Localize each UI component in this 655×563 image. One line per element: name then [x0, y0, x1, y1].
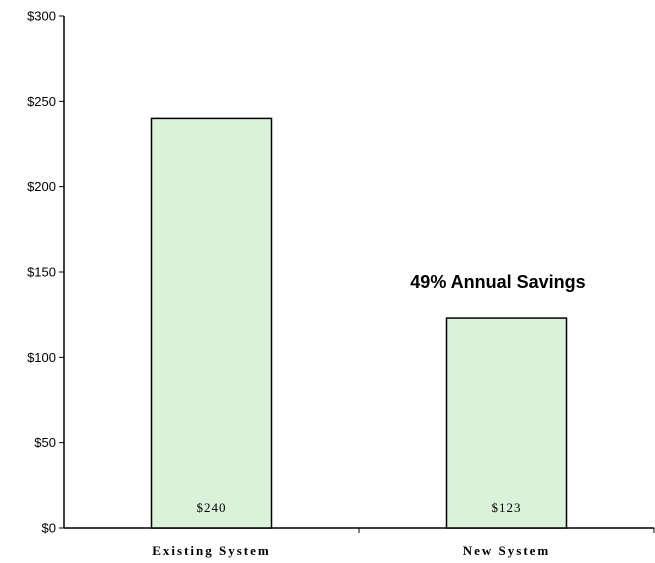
- bar-value-label: $123: [492, 500, 522, 515]
- labels: $240 Existing System $123 New System: [152, 500, 551, 558]
- bar-value-label: $240: [197, 500, 227, 515]
- x-ticks: [358, 528, 655, 533]
- y-tick-label: $250: [27, 94, 56, 109]
- x-category-label: Existing System: [152, 543, 270, 558]
- y-tick-label: $200: [27, 179, 56, 194]
- y-tick-label: $300: [27, 9, 56, 24]
- bar: [445, 317, 568, 529]
- y-ticks: $0 $50 $100 $150 $200 $250 $300: [27, 9, 64, 536]
- bar: [150, 117, 273, 529]
- y-tick-label: $0: [42, 521, 56, 536]
- x-category-label: New System: [463, 543, 551, 558]
- y-tick-label: $150: [27, 265, 56, 280]
- y-tick-label: $50: [34, 435, 56, 450]
- y-tick-label: $100: [27, 350, 56, 365]
- chart-annotation: 49% Annual Savings: [410, 272, 585, 292]
- bars: [150, 117, 568, 529]
